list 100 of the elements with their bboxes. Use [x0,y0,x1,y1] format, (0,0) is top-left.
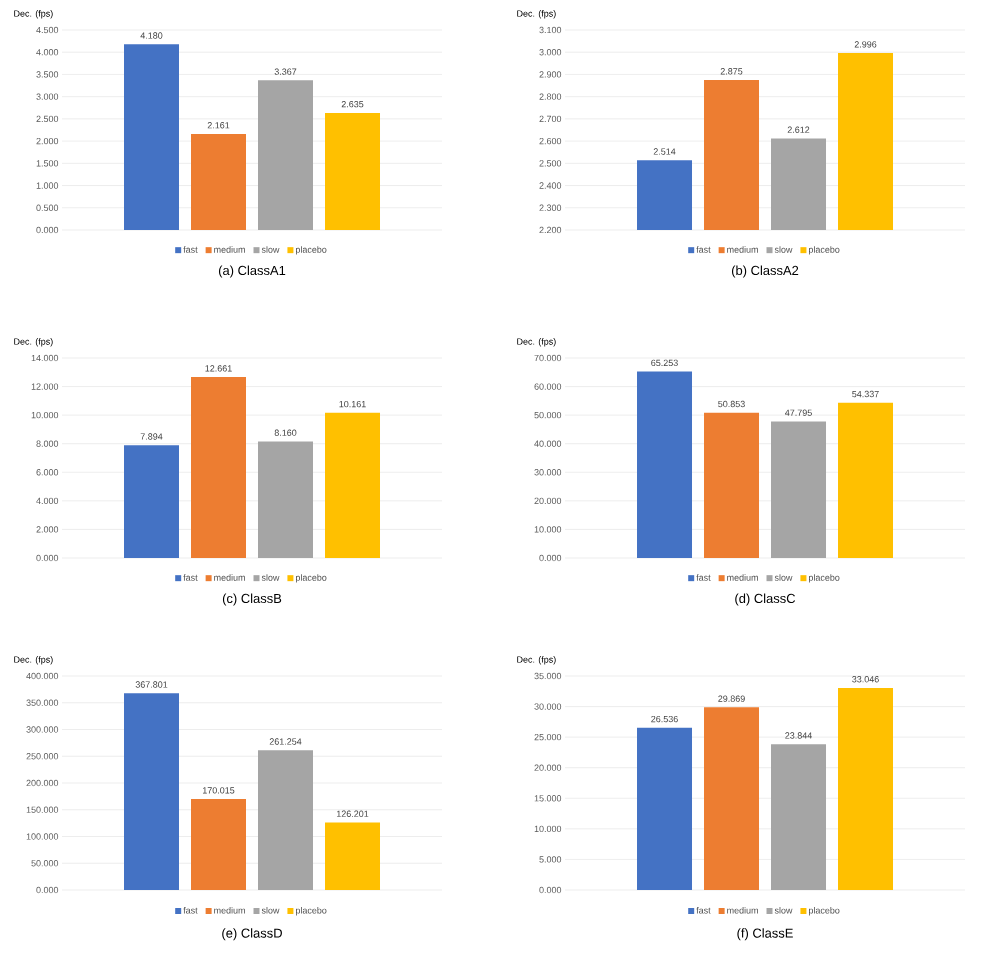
y-tick-label: 20.000 [534,764,562,771]
legend-label: placebo [295,907,327,916]
legend-label: slow [774,574,793,581]
data-label: 26.536 [651,715,678,723]
data-label: 2.875 [720,68,743,75]
y-tick-label: 6.000 [36,469,59,476]
y-tick-label: 2.500 [539,160,562,167]
legend-label: slow [261,574,280,581]
y-tick-label: 150.000 [26,806,59,813]
y-tick-label: 12.000 [31,383,59,390]
legend-label: fast [183,574,198,581]
text: (e) ClassD [222,928,282,941]
y-tick-label: 100.000 [26,833,59,840]
bar [191,377,246,558]
data-label: 33.046 [852,676,879,683]
data-label: 2.612 [787,126,810,133]
legend-label: fast [696,574,711,581]
text: (d) ClassC [735,593,796,606]
data-label: 29.869 [718,695,745,702]
legend-label: placebo [809,246,840,255]
legend-label: medium [727,574,758,581]
y-tick-label: 2.500 [36,115,59,123]
y-tick-label: 350.000 [26,699,59,706]
legend-label: placebo [809,907,840,916]
bar [704,412,760,558]
legend-label: fast [696,246,711,253]
y-tick-label: 300.000 [26,726,59,733]
text: (f) ClassE [737,928,793,941]
y-tick-label: 35.000 [534,672,562,680]
y-tick-label: 70.000 [534,354,562,362]
y-tick-label: 2.000 [36,526,59,533]
bar [325,112,380,230]
data-label: 367.801 [135,681,168,688]
legend-label: medium [727,246,758,253]
data-label: 170.015 [202,787,235,794]
y-tick-label: 2.200 [539,226,562,234]
y-tick-label: 2.300 [539,204,562,211]
y-axis-title: Dec. (fps) [517,338,556,347]
legend-label: fast [183,907,198,914]
y-tick-label: 4.000 [36,497,59,505]
bar [191,799,246,890]
y-tick-label: 1.000 [36,182,59,189]
legend-label: slow [261,907,280,914]
y-axis-title: Dec. (fps) [517,10,556,19]
y-tick-label: 1.500 [36,160,59,167]
y-tick-label: 20.000 [534,497,562,505]
bar [124,44,179,230]
y-tick-label: 200.000 [26,779,59,787]
y-tick-label: 40.000 [534,440,562,447]
data-label: 50.853 [718,400,745,408]
bar [838,687,894,890]
bar [637,371,693,558]
y-tick-label: 0.000 [36,554,59,562]
bar [771,421,827,558]
bar [124,445,179,558]
y-tick-label: 0.000 [36,886,59,894]
data-label: 261.254 [269,738,302,745]
y-tick-label: 15.000 [534,795,562,802]
data-label: 65.253 [651,359,678,367]
data-label: 7.894 [140,433,163,440]
y-tick-label: 2.700 [539,115,562,123]
bar [258,750,313,890]
y-tick-label: 2.800 [539,93,562,100]
y-axis-title: Dec. (fps) [517,656,556,665]
legend-label: slow [774,907,793,914]
bar [325,822,380,890]
y-tick-label: 2.900 [539,71,562,78]
data-label: 8.160 [274,429,297,436]
data-label: 3.367 [274,68,297,75]
legend-label: medium [214,574,245,581]
y-tick-label: 4.500 [36,26,59,34]
y-tick-label: 50.000 [534,411,562,419]
y-tick-label: 0.500 [36,204,59,211]
y-tick-label: 30.000 [534,469,562,476]
legend-label: placebo [295,246,327,255]
y-tick-label: 4.000 [36,49,59,56]
bar [637,727,693,890]
data-label: 47.795 [785,409,812,416]
legend-label: placebo [809,574,840,583]
text: (c) ClassB [222,593,282,606]
bar [258,441,313,558]
bar [191,133,246,230]
data-label: 10.161 [339,400,366,408]
bar [124,693,179,890]
y-axis-title: Dec. (fps) [14,656,53,665]
data-label: 2.161 [207,122,230,129]
y-tick-label: 2.400 [539,182,562,189]
y-axis-title: Dec. (fps) [14,338,53,347]
legend-label: medium [214,907,245,914]
y-tick-label: 10.000 [534,825,562,833]
y-tick-label: 3.000 [36,93,59,100]
legend-label: medium [727,907,758,914]
bar [325,412,380,558]
legend-label: slow [261,246,280,253]
legend-label: medium [214,246,245,253]
y-tick-label: 3.000 [539,49,562,56]
data-label: 23.844 [785,732,812,739]
y-tick-label: 25.000 [534,733,562,741]
data-label: 2.514 [653,148,676,155]
y-tick-label: 2.600 [539,137,562,145]
